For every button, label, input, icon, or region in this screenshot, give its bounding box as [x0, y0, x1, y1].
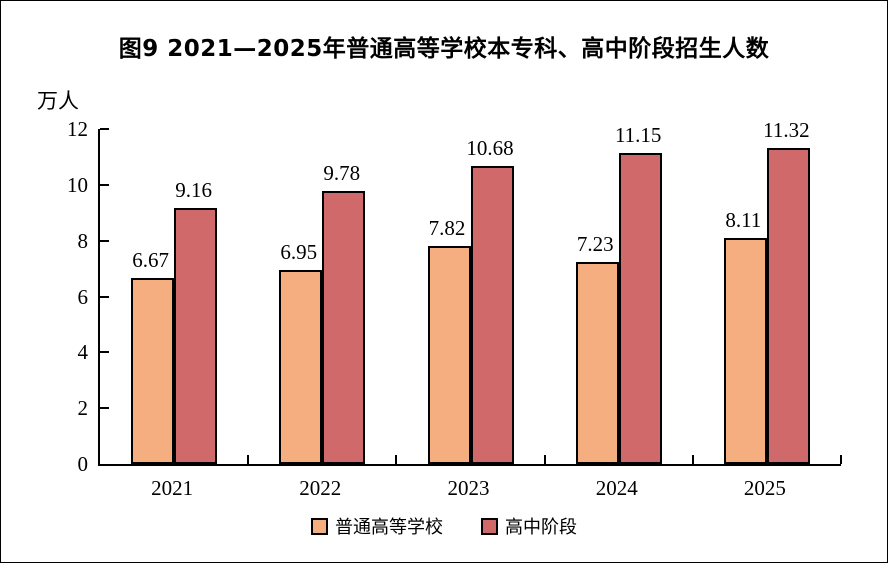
- x-axis-category-label: 2024: [595, 476, 638, 500]
- x-axis-tick: [840, 455, 842, 464]
- bar-value-label: 11.15: [614, 122, 662, 147]
- y-axis-tick: [100, 128, 109, 130]
- y-axis-tick: [100, 407, 109, 410]
- y-axis-tick-label: 0: [77, 452, 89, 476]
- x-axis-tick: [247, 455, 250, 464]
- bar-2024-series-2: [618, 152, 662, 464]
- y-axis-tick-label: 2: [77, 396, 89, 421]
- bar-value-label: 6.67: [132, 247, 169, 272]
- x-axis-category-label: 2025: [743, 476, 786, 500]
- bar-2023-series-1: [427, 245, 471, 464]
- bar-value-label: 10.68: [466, 135, 514, 160]
- y-axis-tick: [100, 239, 109, 242]
- bar-value-label: 11.32: [763, 117, 810, 142]
- x-axis-tick: [543, 455, 546, 464]
- y-axis-tick: [100, 351, 109, 354]
- y-axis-tick-label: 12: [67, 117, 88, 141]
- x-axis-tick: [691, 455, 694, 464]
- legend-item-series-1: 普通高等学校: [311, 513, 443, 539]
- x-axis-tick: [395, 455, 398, 464]
- bar-value-label: 8.11: [725, 207, 762, 232]
- bar-2022-series-1: [279, 269, 323, 464]
- bar-2025-series-2: [766, 147, 810, 464]
- bar-2025-series-1: [723, 237, 767, 464]
- legend-swatch-icon: [481, 517, 498, 535]
- bar-value-label: 6.95: [280, 239, 318, 264]
- bar-2024-series-1: [575, 262, 619, 464]
- bar-2021-series-1: [131, 277, 175, 464]
- bar-2022-series-2: [322, 190, 366, 464]
- bar-value-label: 7.23: [576, 232, 614, 257]
- y-axis-tick-label: 4: [77, 340, 89, 365]
- bar-2023-series-2: [470, 165, 514, 464]
- legend-swatch-icon: [311, 517, 328, 535]
- chart-title: 图9 2021—2025年普通高等学校本专科、高中阶段招生人数: [118, 36, 770, 62]
- legend: 普通高等学校 高中阶段: [1, 513, 887, 539]
- y-axis-tick-label: 6: [77, 284, 89, 309]
- y-axis-tick-label: 10: [67, 172, 88, 197]
- y-axis-tick: [100, 183, 109, 186]
- legend-item-series-2: 高中阶段: [481, 513, 577, 539]
- plot-area: [98, 128, 842, 466]
- bar-value-label: 9.16: [175, 178, 212, 203]
- y-axis-unit-label: 万人: [37, 89, 79, 113]
- y-axis-tick: [100, 295, 109, 298]
- x-axis-category-label: 2023: [447, 476, 490, 500]
- y-axis-tick-label: 8: [77, 228, 89, 253]
- legend-label: 普通高等学校: [335, 517, 443, 537]
- bar-value-label: 7.82: [428, 215, 466, 240]
- x-axis-category-label: 2022: [299, 476, 342, 500]
- x-axis-category-label: 2021: [151, 476, 194, 500]
- bar-value-label: 9.78: [323, 160, 361, 185]
- bar-2021-series-2: [174, 208, 218, 464]
- legend-label: 高中阶段: [505, 517, 577, 537]
